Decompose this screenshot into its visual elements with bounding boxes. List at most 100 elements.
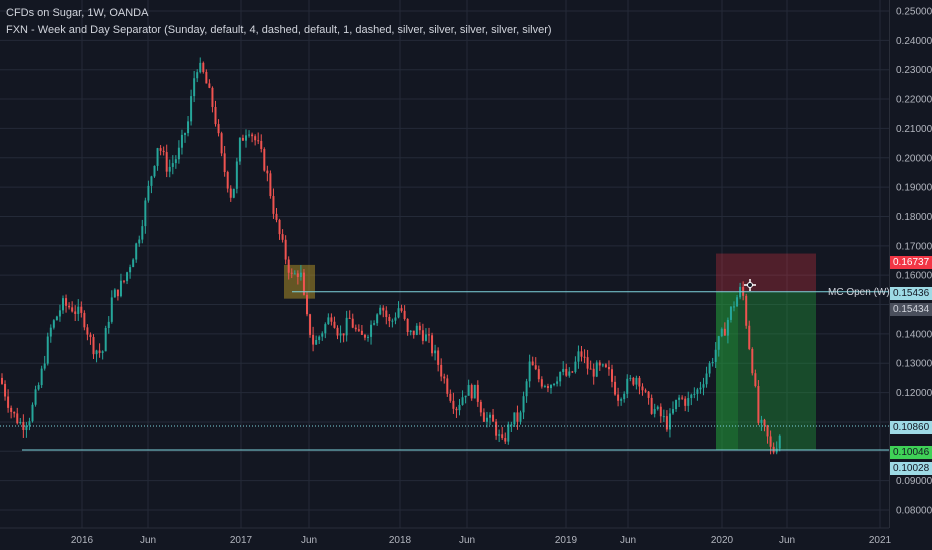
time-tick: Jun (620, 535, 636, 546)
candle-body (415, 325, 418, 335)
time-axis[interactable]: 2016 Jun 2017 Jun 2018 Jun 2019 Jun 2020 Jun 2021 (0, 527, 892, 546)
candle-body (559, 371, 562, 382)
candle-body (580, 351, 583, 357)
candle-body (193, 78, 196, 97)
candle-body (498, 434, 501, 436)
candle-body (25, 425, 28, 430)
candle-body (647, 391, 650, 398)
candle-body (653, 409, 656, 414)
candle-body (217, 124, 220, 134)
candle-body (150, 176, 153, 186)
candle-body (611, 369, 613, 382)
candle-body (598, 362, 601, 366)
candle-body (379, 307, 382, 315)
candle-body (525, 381, 528, 397)
candle-body (571, 371, 574, 373)
candle-body (537, 369, 540, 380)
candle-body (220, 133, 223, 154)
candle-body (318, 336, 321, 341)
candle-body (339, 333, 342, 336)
candle-body (28, 421, 31, 426)
candle-body (592, 368, 595, 377)
candle-body (766, 425, 769, 437)
price-tick: 0.16000 (896, 271, 932, 282)
candle-body (562, 368, 565, 372)
candle-body (699, 387, 702, 390)
candle-body (135, 243, 138, 260)
price-tick: 0.22000 (896, 95, 932, 106)
candle-body (476, 384, 479, 402)
candle-body (641, 386, 644, 391)
candle-body (461, 397, 464, 405)
candle-body (705, 373, 708, 385)
candle-body (46, 336, 49, 364)
candle-body (257, 140, 260, 142)
candle-body (431, 335, 434, 354)
candle-body (687, 398, 690, 406)
price-tag: 0.15434 (890, 303, 932, 316)
candle-body (385, 310, 388, 317)
candle-body (342, 333, 345, 336)
candle-body (778, 435, 781, 449)
candle-body (394, 317, 397, 321)
candle-body (333, 321, 336, 328)
candle-body (278, 219, 281, 235)
candle-body (757, 386, 760, 423)
price-axis-border (889, 0, 890, 528)
candle-body (467, 385, 470, 396)
candle-body (196, 72, 199, 79)
candle-body (482, 412, 485, 422)
candle-body (302, 272, 305, 295)
candle-body (22, 421, 25, 430)
time-tick: Jun (301, 535, 317, 546)
candle-body (745, 295, 748, 326)
candle-body (632, 377, 635, 385)
price-tag: 0.10028 (890, 462, 932, 475)
candle-body (7, 396, 10, 408)
candle-body (229, 188, 232, 198)
candle-body (34, 389, 37, 405)
candle-body (74, 311, 77, 314)
candle-body (589, 368, 592, 370)
candle-body (540, 379, 543, 387)
candle-body (248, 134, 251, 136)
time-tick: Jun (779, 535, 795, 546)
candle-body (733, 306, 735, 308)
symbol-legend[interactable]: CFDs on Sugar, 1W, OANDA (6, 7, 149, 19)
candle-body (583, 356, 586, 358)
candle-body (177, 147, 180, 160)
candle-body (336, 327, 339, 336)
candle-body (98, 350, 101, 353)
price-axis[interactable]: 0.25000 0.24000 0.23000 0.22000 0.21000 0.200… (896, 7, 932, 517)
candle-body (729, 306, 732, 320)
candle-body (449, 393, 452, 401)
candle-body (507, 424, 510, 442)
time-tick: 2016 (71, 535, 94, 546)
candle-body (232, 188, 235, 198)
price-tick: 0.09000 (896, 476, 932, 487)
candle-body (406, 318, 409, 333)
candle-body (101, 351, 104, 353)
candle-body (513, 412, 516, 425)
candle-body (71, 307, 74, 312)
candle-body (440, 364, 443, 377)
candle-body (235, 161, 238, 189)
candle-body (614, 381, 617, 395)
candle-body (714, 349, 717, 362)
candle-body (162, 150, 165, 153)
candle-body (382, 307, 385, 311)
candle-body (556, 381, 559, 384)
candle-body (391, 320, 394, 322)
candle-body (19, 421, 22, 424)
time-tick: Jun (140, 535, 156, 546)
candle-body (696, 389, 699, 394)
candle-body (684, 398, 687, 406)
candle-body (180, 134, 183, 148)
candle-body (58, 310, 61, 317)
indicator-legend[interactable]: FXN - Week and Day Separator (Sunday, de… (6, 24, 552, 36)
candle-body (16, 413, 19, 424)
candle-body (495, 421, 498, 436)
price-tick: 0.24000 (896, 36, 932, 47)
candle-body (534, 365, 537, 370)
